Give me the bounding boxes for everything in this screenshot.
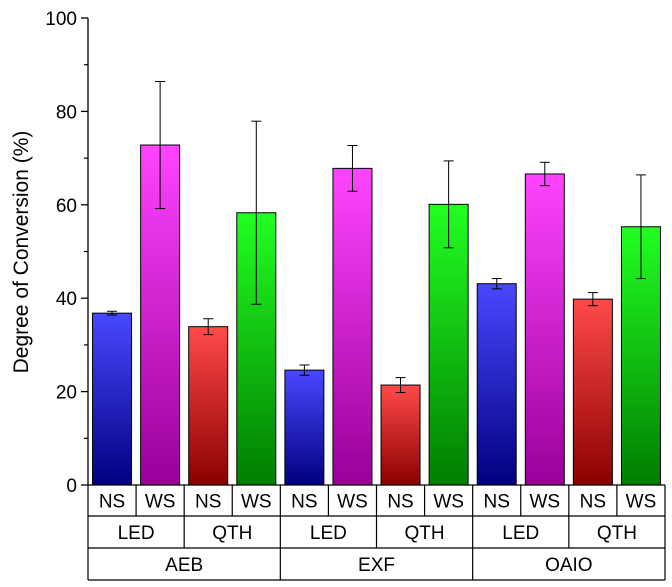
bars (92, 144, 661, 486)
bar-3 (188, 326, 229, 486)
condition-label: WS (433, 492, 464, 513)
error-bar-8 (443, 160, 454, 249)
error-bar-6 (347, 144, 358, 192)
material-label: OAIO (545, 555, 593, 576)
y-tick-label: 80 (56, 102, 77, 123)
bar-10 (524, 173, 565, 486)
bar-11 (572, 298, 613, 486)
condition-label: NS (99, 492, 125, 513)
condition-label: WS (145, 492, 176, 513)
error-bar-2 (155, 81, 166, 210)
light-label: QTH (212, 523, 252, 544)
y-axis-label: Degree of Conversion (%) (10, 131, 33, 374)
error-bar-4 (251, 120, 262, 305)
condition-label: NS (580, 492, 606, 513)
error-bar-12 (635, 174, 646, 280)
y-tick-label: 0 (66, 476, 77, 497)
condition-label: NS (195, 492, 221, 513)
condition-label: NS (484, 492, 510, 513)
bar-6 (332, 167, 373, 486)
condition-label: WS (529, 492, 560, 513)
condition-label: WS (241, 492, 272, 513)
condition-label: WS (337, 492, 368, 513)
error-bar-3 (203, 318, 214, 336)
error-bar-5 (299, 364, 310, 376)
material-label: AEB (165, 555, 203, 576)
condition-label: NS (291, 492, 317, 513)
light-label: LED (310, 523, 347, 544)
condition-label: WS (626, 492, 657, 513)
category-table: NS WS NS WS NS WS NS WS NS WS NS WS LED QTH LED QTH LED Q… (87, 485, 666, 581)
bar-9 (476, 283, 517, 486)
error-bars (107, 81, 646, 394)
material-label: EXF (358, 555, 395, 576)
y-tick-label: 100 (45, 9, 77, 30)
error-bar-1 (107, 310, 118, 316)
y-tick-label: 20 (56, 383, 77, 404)
light-label: QTH (405, 523, 445, 544)
light-label: LED (118, 523, 155, 544)
y-tick-label: 40 (56, 289, 77, 310)
condition-label: NS (387, 492, 413, 513)
error-bar-11 (587, 292, 598, 307)
bar-8 (428, 203, 469, 486)
error-bar-7 (395, 377, 406, 394)
light-label: LED (502, 523, 539, 544)
error-bar-10 (539, 161, 550, 187)
light-label: QTH (597, 523, 637, 544)
y-tick-label: 60 (56, 196, 77, 217)
y-axis-ticks: 0 20 40 60 80 100 (45, 9, 88, 497)
error-bar-9 (491, 278, 502, 290)
bar-5 (284, 369, 325, 486)
bar-7 (380, 384, 421, 486)
bar-1 (92, 312, 133, 486)
